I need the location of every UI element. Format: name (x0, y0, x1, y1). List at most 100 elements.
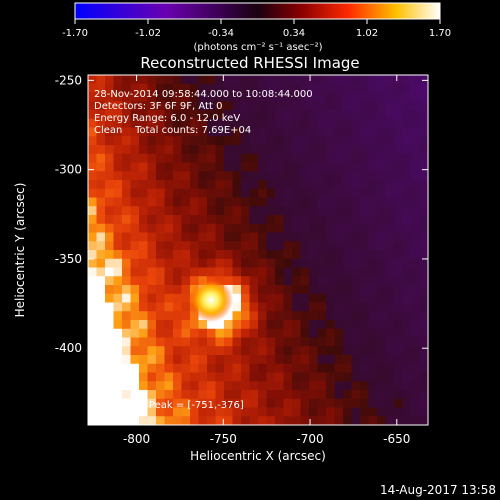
heatmap-cell (292, 337, 302, 347)
heatmap-cell (411, 328, 421, 339)
heatmap-cell (317, 416, 327, 425)
heatmap-cell (190, 153, 200, 164)
heatmap-cell (147, 328, 157, 339)
heatmap-cell (334, 285, 344, 295)
heatmap-cell (173, 241, 183, 251)
heatmap-cell (96, 398, 106, 409)
heatmap-cell (394, 381, 404, 391)
heatmap-cell (394, 153, 404, 164)
heatmap-cell (343, 355, 353, 365)
heatmap-cell (173, 101, 183, 111)
heatmap-cell (249, 153, 259, 164)
heatmap-cell (181, 355, 191, 365)
heatmap-cell (343, 153, 353, 164)
heatmap-cell (351, 127, 361, 137)
heatmap-cell (130, 258, 140, 269)
heatmap-cell (360, 118, 370, 129)
heatmap-cell (411, 101, 421, 111)
heatmap-cell (105, 363, 115, 374)
heatmap-cell (156, 83, 166, 94)
heatmap-cell (334, 258, 344, 269)
heatmap-cell (351, 188, 361, 199)
heatmap-cell (105, 285, 115, 295)
heatmap-cell (300, 302, 310, 312)
heatmap-cell (130, 180, 140, 190)
heatmap-cell (394, 293, 404, 304)
heatmap-cell (156, 398, 166, 409)
heatmap-cell (147, 127, 157, 137)
heatmap-cell (275, 372, 285, 382)
heatmap-cell (113, 381, 123, 391)
heatmap-cell (96, 101, 106, 111)
heatmap-cell (130, 171, 140, 181)
heatmap-cell (317, 127, 327, 137)
heatmap-cell (326, 250, 336, 260)
heatmap-cell (249, 355, 259, 365)
y-tick-label: -250 (55, 73, 82, 87)
heatmap-cell (377, 381, 387, 391)
heatmap-cell (147, 355, 157, 365)
heatmap-cell (139, 110, 149, 120)
heatmap-cell (283, 250, 293, 260)
heatmap-cell (326, 293, 336, 304)
heatmap-cell (275, 320, 285, 330)
colorbar-tick-label: 0.34 (283, 28, 305, 39)
heatmap-cell (419, 118, 428, 129)
heatmap-cell (249, 180, 259, 190)
heatmap-cell (309, 285, 319, 295)
heatmap-cell (105, 302, 115, 312)
heatmap-cell (258, 372, 268, 382)
heatmap-cell (258, 337, 268, 347)
heatmap-cell (190, 145, 200, 155)
heatmap-cell (275, 171, 285, 181)
heatmap-cell (164, 75, 174, 85)
heatmap-cell (241, 162, 251, 172)
heatmap-cell (377, 118, 387, 129)
heatmap-cell (258, 118, 268, 129)
heatmap-cell (275, 110, 285, 120)
heatmap-cell (139, 197, 149, 207)
heatmap-cell (139, 206, 149, 216)
heatmap-cell (122, 250, 132, 260)
heatmap-cell (207, 258, 217, 269)
heatmap-cell (207, 250, 217, 260)
heatmap-cell (181, 258, 191, 269)
heatmap-cell (190, 311, 200, 321)
heatmap-cell (317, 83, 327, 94)
heatmap-cell (266, 206, 276, 216)
heatmap-cell (283, 145, 293, 155)
heatmap-cell (326, 180, 336, 190)
colorbar-tick-label: -1.02 (135, 28, 161, 39)
heatmap-cell (258, 188, 268, 199)
heatmap-cell (394, 232, 404, 242)
heatmap-cell (207, 136, 217, 146)
heatmap-cell (190, 258, 200, 269)
heatmap-cell (326, 188, 336, 199)
heatmap-cell (343, 206, 353, 216)
heatmap-cell (113, 311, 123, 321)
heatmap-cell (368, 258, 378, 269)
heatmap-cell (377, 223, 387, 234)
heatmap-cell (164, 83, 174, 94)
heatmap-cell (258, 75, 268, 85)
heatmap-cell (232, 328, 242, 339)
heatmap-cell (402, 320, 412, 330)
heatmap-cell (96, 407, 106, 417)
heatmap-cell (292, 355, 302, 365)
heatmap-cell (334, 171, 344, 181)
heatmap-cell (181, 398, 191, 409)
heatmap-cell (207, 75, 217, 85)
heatmap-cell (300, 75, 310, 85)
heatmap-cell (377, 215, 387, 225)
colorbar-tick-label: -0.34 (208, 28, 234, 39)
heatmap-cell (173, 232, 183, 242)
heatmap-cell (156, 320, 166, 330)
heatmap-cell (232, 145, 242, 155)
heatmap-cell (394, 101, 404, 111)
heatmap-cell (224, 197, 234, 207)
heatmap-cell (156, 153, 166, 164)
heatmap-cell (377, 232, 387, 242)
heatmap-cell (411, 346, 421, 356)
heatmap-cell (292, 215, 302, 225)
heatmap-cell (266, 171, 276, 181)
